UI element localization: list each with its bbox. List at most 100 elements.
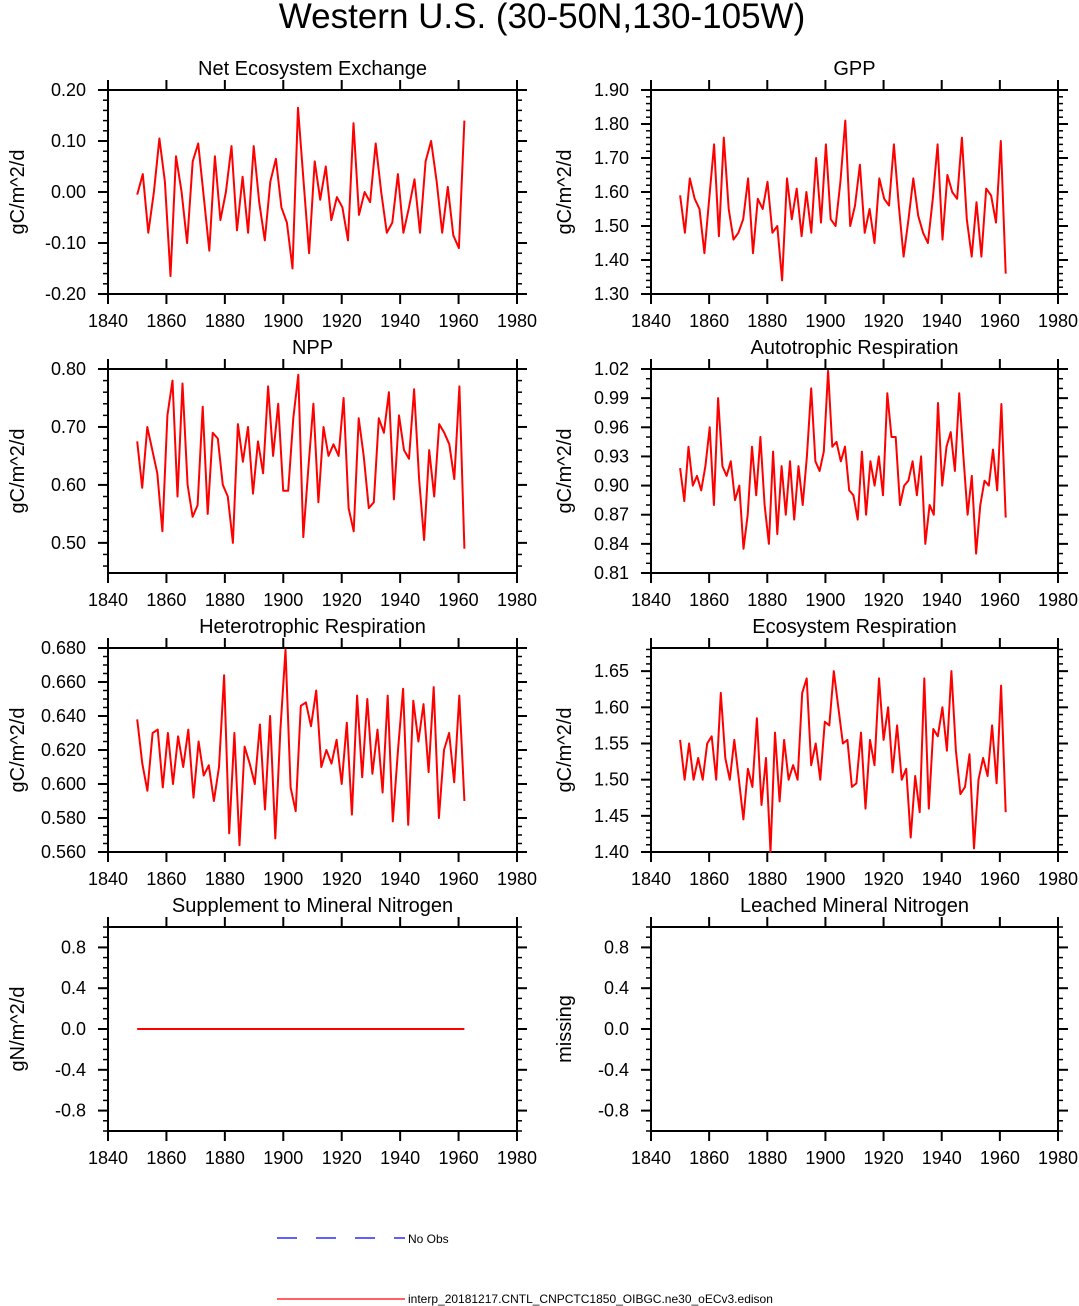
x-tick-label: 1880: [747, 869, 787, 889]
x-tick-label: 1840: [88, 1148, 128, 1168]
x-tick-label: 1960: [439, 590, 479, 610]
chart-panel: Heterotrophic Respiration gC/m^2/d 0.560 0.…: [7, 616, 537, 889]
x-tick-label: 1920: [322, 590, 362, 610]
series-line: [679, 119, 1007, 282]
y-axis-label: gC/m^2/d: [7, 708, 29, 793]
chart-panel: Autotrophic Respiration gC/m^2/d 0.81 0.84 0…: [554, 337, 1078, 610]
y-tick-label: -0.8: [55, 1101, 86, 1121]
y-tick-label: 0.0: [604, 1019, 629, 1039]
y-tick-label: 1.02: [594, 359, 629, 379]
x-tick-label: 1860: [689, 1148, 729, 1168]
x-tick-label: 1940: [380, 1148, 420, 1168]
y-tick-label: 1.50: [594, 770, 629, 790]
x-tick-label: 1860: [146, 311, 186, 331]
x-tick-label: 1940: [380, 311, 420, 331]
x-tick-label: 1900: [263, 311, 303, 331]
x-tick-label: 1920: [864, 311, 904, 331]
x-tick-label: 1940: [922, 311, 962, 331]
panel-title: NPP: [292, 337, 333, 359]
x-tick-label: 1940: [380, 590, 420, 610]
legend-model-label: interp_20181217.CNTL_CNPCTC1850_OIBGC.ne…: [408, 1292, 773, 1306]
x-tick-label: 1980: [1038, 311, 1078, 331]
series-line: [679, 670, 1007, 853]
y-tick-label: 0.99: [594, 388, 629, 408]
series-line: [136, 648, 466, 847]
chart-panel: Net Ecosystem Exchange gC/m^2/d -0.20 -0.10…: [7, 58, 537, 331]
y-tick-label: 0.560: [41, 842, 86, 862]
y-tick-label: 1.60: [594, 697, 629, 717]
x-tick-label: 1920: [864, 869, 904, 889]
y-tick-label: 0.620: [41, 740, 86, 760]
y-tick-label: 0.80: [51, 359, 86, 379]
x-tick-label: 1880: [205, 869, 245, 889]
series-line: [136, 373, 466, 549]
y-tick-label: -0.8: [598, 1101, 629, 1121]
series-line: [679, 369, 1007, 555]
y-axis-label: gC/m^2/d: [554, 429, 576, 514]
y-tick-label: 0.600: [41, 774, 86, 794]
panel-title: GPP: [833, 58, 875, 80]
main-title: Western U.S. (30-50N,130-105W): [279, 0, 806, 36]
x-tick-label: 1900: [805, 869, 845, 889]
y-tick-label: 1.80: [594, 114, 629, 134]
x-tick-label: 1840: [631, 1148, 671, 1168]
legend: No Obs interp_20181217.CNTL_CNPCTC1850_O…: [277, 1232, 773, 1306]
y-tick-label: 0.50: [51, 533, 86, 553]
y-tick-label: 1.60: [594, 182, 629, 202]
x-tick-label: 1860: [146, 869, 186, 889]
y-tick-label: 1.90: [594, 80, 629, 100]
x-tick-label: 1860: [689, 311, 729, 331]
chart-panel: Leached Mineral Nitrogen missing -0.8 -0.4 0…: [554, 895, 1078, 1168]
x-tick-label: 1900: [805, 590, 845, 610]
x-tick-label: 1900: [805, 311, 845, 331]
x-tick-label: 1960: [980, 869, 1020, 889]
y-tick-label: 0.10: [51, 131, 86, 151]
x-tick-label: 1880: [747, 590, 787, 610]
y-tick-label: 1.55: [594, 733, 629, 753]
x-tick-label: 1940: [922, 1148, 962, 1168]
x-tick-label: 1920: [864, 1148, 904, 1168]
x-tick-label: 1960: [980, 311, 1020, 331]
x-tick-label: 1960: [980, 1148, 1020, 1168]
x-tick-label: 1860: [689, 869, 729, 889]
y-tick-label: 0.580: [41, 808, 86, 828]
y-tick-label: 1.40: [594, 842, 629, 862]
y-tick-label: 0.87: [594, 505, 629, 525]
y-tick-label: 1.30: [594, 284, 629, 304]
plot-frame: [107, 647, 518, 853]
x-tick-label: 1840: [631, 590, 671, 610]
y-tick-label: -0.20: [45, 284, 86, 304]
x-tick-label: 1960: [980, 590, 1020, 610]
x-tick-label: 1840: [88, 869, 128, 889]
plot-frame: [107, 368, 518, 574]
y-axis-label: gC/m^2/d: [554, 150, 576, 235]
y-tick-label: 0.0: [61, 1019, 86, 1039]
y-tick-label: 0.4: [61, 978, 86, 998]
x-tick-label: 1920: [322, 869, 362, 889]
x-tick-label: 1960: [439, 1148, 479, 1168]
x-tick-label: 1900: [805, 1148, 845, 1168]
x-tick-label: 1880: [205, 1148, 245, 1168]
x-tick-label: 1900: [263, 869, 303, 889]
y-tick-label: 1.40: [594, 250, 629, 270]
x-tick-label: 1840: [631, 311, 671, 331]
y-tick-label: 0.00: [51, 182, 86, 202]
y-tick-label: 0.8: [604, 937, 629, 957]
y-tick-label: 1.65: [594, 661, 629, 681]
x-tick-label: 1940: [380, 869, 420, 889]
y-axis-label: gC/m^2/d: [7, 429, 29, 514]
y-axis-label: gC/m^2/d: [554, 708, 576, 793]
plot-frame: [650, 926, 1059, 1132]
y-tick-label: 0.96: [594, 417, 629, 437]
x-tick-label: 1920: [322, 1148, 362, 1168]
chart-panel: Supplement to Mineral Nitrogen gN/m^2/d -0…: [7, 895, 537, 1168]
y-tick-label: 0.640: [41, 706, 86, 726]
plot-frame: [107, 926, 518, 1132]
chart-panel: Ecosystem Respiration gC/m^2/d 1.40 1.45 1.5…: [554, 616, 1078, 889]
y-tick-label: 0.93: [594, 446, 629, 466]
x-tick-label: 1980: [1038, 869, 1078, 889]
y-tick-label: 0.90: [594, 476, 629, 496]
x-tick-label: 1920: [322, 311, 362, 331]
x-tick-label: 1980: [497, 1148, 537, 1168]
